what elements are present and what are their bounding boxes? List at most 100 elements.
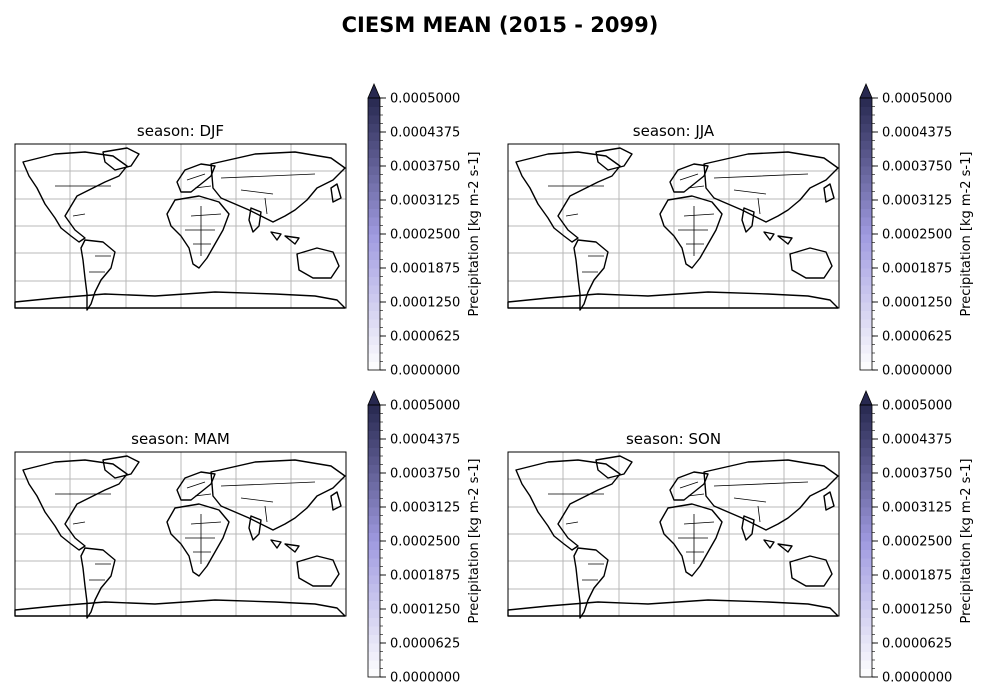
colorbar-segment [368,575,380,584]
colorbar-segment [860,225,872,235]
colorbar-tick-label: 0.0003125 [882,194,952,209]
colorbar-segment [368,132,380,141]
colorbar-tick-label: 0.0003750 [882,160,952,175]
colorbar-segment [860,234,872,243]
map-area [507,451,840,619]
colorbar-segment [368,225,380,235]
colorbar-segment [860,583,872,593]
colorbar-segment [368,157,380,167]
colorbar-segment [368,660,380,669]
colorbar-tick-label: 0.0001250 [390,296,460,311]
colorbar-segment [860,191,872,201]
colorbar-segment [860,447,872,457]
gridlines [15,144,346,308]
colorbar-tick-label: 0.0002500 [390,535,460,550]
colorbar-extend-arrow [859,82,873,99]
panel-title: season: JJA [633,122,715,140]
colorbar-segment [860,575,872,584]
colorbar-segment [368,643,380,652]
colorbar-segment [860,361,872,371]
colorbar-segment [860,456,872,465]
colorbar-segment [368,515,380,525]
colorbar-segment [368,174,380,184]
colorbar-tick-label: 0.0004375 [882,433,952,448]
colorbar-segment [368,319,380,328]
colorbar-segment [860,140,872,150]
map-border [14,143,347,309]
colorbar-tick-label: 0.0002500 [882,535,952,550]
colorbar-segment [368,98,380,107]
colorbar-segment [860,208,872,218]
colorbar-segment [368,259,380,269]
colorbar-segment [368,617,380,627]
colorbar-segment [368,464,380,474]
colorbar-segment [860,498,872,508]
colorbar: 0.0005000 0.0004375 0.0003750 0.0003125 0.00… [367,389,482,686]
colorbar-segment [860,592,872,601]
colorbar-tick-label: 0.0001875 [390,569,460,584]
colorbar-segment [860,524,872,533]
map-area [14,143,347,311]
colorbar-segment [368,353,380,362]
colorbar-segment [860,566,872,576]
colorbar-segment [368,344,380,354]
colorbar-segment [368,566,380,576]
colorbar-tick-label: 0.0000000 [882,671,952,686]
colorbar: 0.0005000 0.0004375 0.0003750 0.0003125 0.00… [859,82,974,379]
colorbar-label: Precipitation [kg m-2 s-1] [959,152,974,317]
colorbar-segment [368,405,380,414]
colorbar-tick-label: 0.0002500 [390,228,460,243]
colorbar-segment [860,473,872,482]
colorbar-segment [368,140,380,150]
colorbar-segment [368,251,380,260]
colorbar-segment [860,276,872,286]
panel-title: season: SON [626,430,721,448]
colorbar-segment [368,234,380,243]
colorbar-segment [860,609,872,618]
colorbar-label: Precipitation [kg m-2 s-1] [467,459,482,624]
colorbar-segment [860,405,872,414]
colorbar-segment [860,600,872,610]
colorbar-tick-label: 0.0005000 [882,92,952,107]
colorbar-segment [368,609,380,618]
colorbar-segment [860,259,872,269]
colorbar-extend-arrow [859,389,873,406]
colorbar-segment [368,268,380,277]
colorbar-segment [368,361,380,371]
colorbar-tick-label: 0.0002500 [882,228,952,243]
colorbar-segment [368,302,380,311]
colorbar-segment [368,498,380,508]
colorbar-segment [368,191,380,201]
colorbar-segment [860,183,872,192]
colorbar-segment [860,98,872,107]
colorbar-segment [368,549,380,559]
gridlines [508,452,839,616]
colorbar-tick-label: 0.0000625 [882,637,952,652]
colorbar-segment [368,473,380,482]
gridlines [508,144,839,308]
colorbar-segment [860,668,872,678]
map-border [507,143,840,309]
colorbar-segment [368,242,380,252]
colorbar-segment [368,217,380,226]
colorbar-segment [368,413,380,423]
colorbar-segment [368,166,380,175]
colorbar-segment [860,319,872,328]
colorbar-segment [368,456,380,465]
colorbar-segment [860,157,872,167]
colorbar-extend-arrow [367,389,381,406]
colorbar-tick-label: 0.0005000 [390,399,460,414]
map-area [14,451,347,619]
colorbar-segment [860,515,872,525]
colorbar-segment [860,268,872,277]
map-panel: season: DJF0.00050000.00043750.00037500.… [14,82,482,379]
colorbar-tick-label: 0.0001875 [882,569,952,584]
panel-title: season: MAM [131,430,230,448]
colorbar-segment [368,439,380,448]
colorbar-segment [368,115,380,124]
colorbar-segment [368,447,380,457]
colorbar-segment [368,285,380,294]
colorbar-tick-label: 0.0003125 [390,194,460,209]
map-panel: season: SON0.00050000.00043750.00037500.… [507,389,974,686]
